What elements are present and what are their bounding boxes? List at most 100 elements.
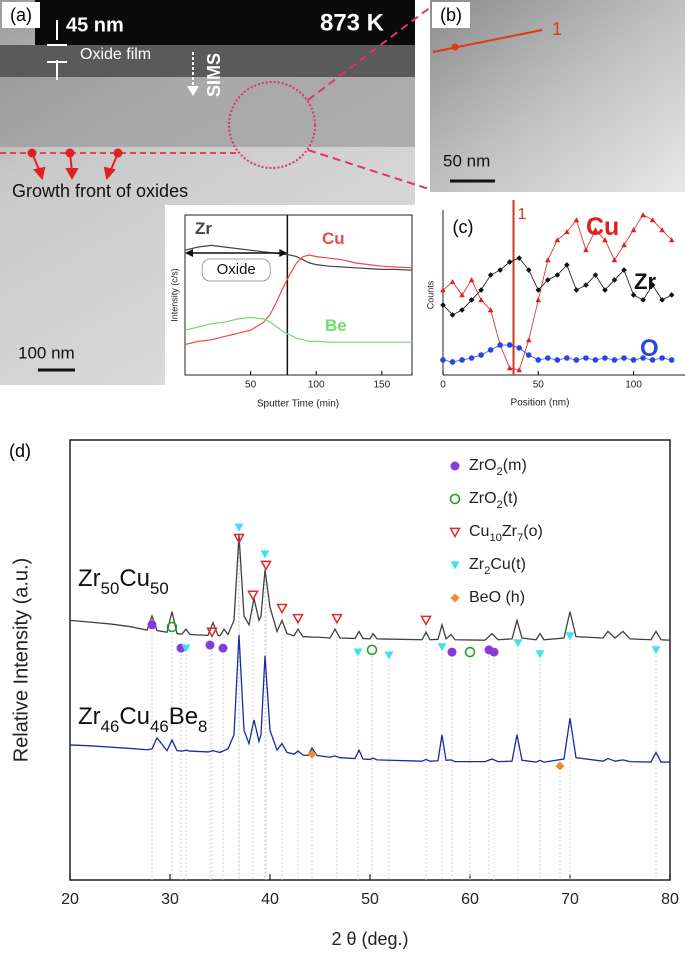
marker (649, 282, 656, 288)
marker (573, 357, 580, 363)
marker (554, 357, 561, 363)
legend-label: Cu10Zr7(o) (469, 523, 543, 544)
front-label: Growth front of oxides (12, 181, 188, 201)
marker (659, 355, 665, 361)
marker (555, 761, 565, 771)
x-tick-label: 70 (561, 891, 579, 908)
marker (668, 357, 675, 363)
marker (554, 272, 561, 278)
legend-swatch (450, 461, 460, 471)
marker (513, 639, 523, 648)
series-label: Be (325, 316, 347, 335)
data-line (69, 534, 671, 641)
marker (535, 287, 542, 293)
marker (440, 287, 446, 293)
marker (640, 355, 646, 361)
marker (487, 272, 494, 278)
marker (420, 615, 432, 627)
series-label: Zr50Cu50 (78, 565, 169, 598)
front-arrows (27, 148, 123, 181)
marker (583, 282, 589, 288)
marker (468, 277, 475, 283)
marker (437, 643, 447, 652)
panel-label: (b) (440, 5, 462, 25)
x-axis-label: Sputter Time (min) (257, 399, 339, 410)
data-line (69, 634, 670, 763)
marker (449, 359, 456, 365)
sims-panel (165, 205, 415, 410)
film-label: Oxide film (80, 46, 151, 63)
marker (630, 227, 637, 233)
marker (166, 621, 178, 633)
legend-label: ZrO2(m) (469, 457, 527, 478)
legend-swatch (449, 527, 461, 539)
profile-point (451, 43, 459, 51)
marker (234, 523, 244, 532)
marker (621, 355, 627, 361)
data-line (184, 244, 413, 271)
marker (668, 237, 675, 243)
marker (516, 367, 523, 373)
x-tick-label: 40 (261, 891, 279, 908)
zoom-line (307, 149, 433, 191)
profile-panel (425, 200, 685, 412)
marker (497, 267, 503, 273)
series-label: Zr (634, 269, 656, 294)
marker (459, 307, 465, 313)
marker (516, 255, 523, 261)
marker (573, 287, 580, 293)
marker (440, 357, 446, 363)
legend-label: ZrO2(t) (469, 490, 518, 511)
y-axis-label: Relative Intensity (a.u.) (10, 558, 32, 763)
oxide-region (0, 77, 415, 147)
marker (535, 297, 542, 303)
marker (535, 650, 545, 659)
marker (525, 267, 532, 273)
marker (668, 292, 675, 298)
marker (611, 277, 618, 283)
legend-label: Zr2Cu(t) (469, 556, 526, 577)
line-label: 1 (552, 19, 562, 39)
panel-label-box (432, 2, 470, 28)
marker (630, 292, 637, 298)
marker (205, 640, 215, 650)
marker (206, 627, 218, 638)
x-tick-label: 150 (373, 380, 390, 391)
y-axis-label: Counts (425, 280, 435, 309)
data-line (184, 316, 412, 343)
legend-swatch (449, 493, 461, 505)
marker (649, 357, 656, 363)
oxide-film (0, 45, 415, 77)
marker (564, 262, 570, 268)
marker (630, 357, 637, 363)
marker (525, 337, 532, 343)
legend-swatch (450, 561, 460, 570)
panel-label-box (2, 2, 40, 28)
annotation-box (201, 258, 271, 282)
annotation-label: Oxide (217, 261, 256, 278)
marker (331, 613, 343, 625)
marker (602, 355, 608, 361)
method: SIMS (204, 53, 224, 97)
marker (564, 355, 570, 361)
dark-band (35, 0, 415, 45)
temperature: 873 K (320, 9, 385, 36)
film-thickness: 45 nm (66, 14, 124, 36)
plot-frame (184, 214, 413, 376)
marker (659, 297, 665, 303)
legend-label: BeO (h) (469, 589, 525, 606)
marker (592, 272, 599, 278)
x-axis-label: Position (nm) (511, 398, 570, 409)
arrow-head (185, 249, 193, 257)
marker (565, 632, 575, 641)
x-tick-label: 50 (533, 380, 545, 391)
marker (497, 342, 503, 348)
marker (459, 292, 465, 298)
marker (545, 355, 551, 361)
x-tick-label: 100 (308, 380, 325, 391)
data-line (184, 254, 413, 346)
marker (583, 247, 589, 253)
marker (353, 648, 363, 657)
marker (464, 646, 476, 658)
marker (592, 357, 599, 363)
